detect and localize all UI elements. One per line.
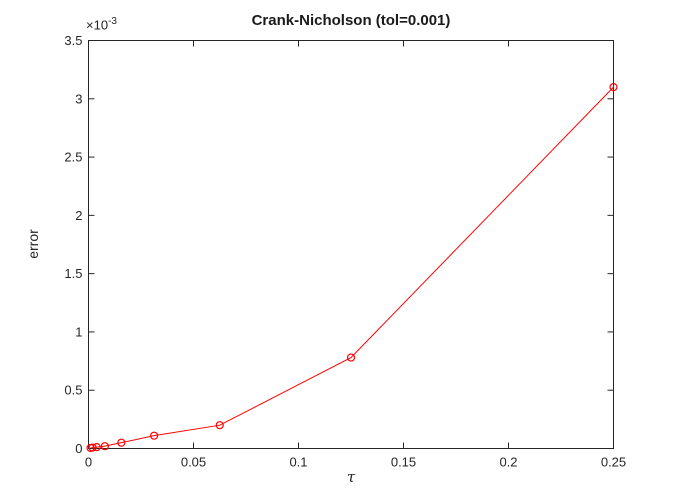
data-point-marker: [150, 431, 159, 440]
data-point-marker: [609, 83, 618, 92]
y-exponent-base: ×10: [86, 17, 109, 33]
y-tick-label: 0: [75, 441, 82, 456]
x-tick-label: 0.1: [289, 455, 307, 470]
data-point-marker: [100, 442, 110, 451]
y-axis-exponent-label: ×10-3: [86, 16, 117, 32]
x-tick-label: 0: [85, 455, 92, 470]
y-tick-label: 1: [75, 324, 82, 339]
x-tick-label: 0.2: [499, 455, 517, 470]
error-series-line: [90, 86, 614, 449]
data-point-marker: [117, 438, 126, 447]
data-point-marker: [346, 353, 356, 362]
axes-box: [88, 40, 614, 449]
x-tick-label: 0.05: [181, 455, 206, 470]
y-tick-label: 2.5: [64, 150, 82, 165]
y-tick-label: 1.5: [64, 266, 82, 281]
data-point-marker: [88, 443, 97, 452]
data-point-marker: [92, 443, 101, 452]
y-tick-label: 2: [75, 208, 82, 223]
data-point-marker: [215, 421, 224, 430]
x-axis-label: τ: [346, 468, 356, 486]
y-exponent-power: -3: [108, 16, 117, 27]
chart-title: Crank-Nicholson (tol=0.001): [251, 12, 451, 29]
y-tick-label: 0.5: [64, 383, 82, 398]
x-tick-label: 0.15: [391, 455, 416, 470]
y-tick-label: 3: [75, 91, 82, 106]
y-tick-label: 3.5: [64, 33, 82, 48]
y-axis-label: error: [25, 229, 41, 259]
x-tick-label: 0.25: [601, 455, 626, 470]
